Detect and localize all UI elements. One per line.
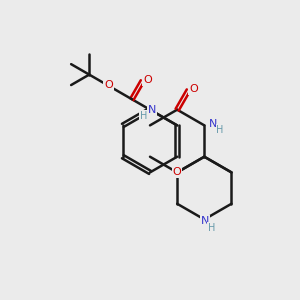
Text: N: N <box>208 119 217 129</box>
Text: H: H <box>216 125 224 135</box>
Text: O: O <box>104 80 113 90</box>
Text: N: N <box>201 216 209 226</box>
Text: H: H <box>140 111 148 121</box>
Text: H: H <box>208 223 215 233</box>
Text: O: O <box>143 75 152 85</box>
Text: O: O <box>173 167 182 177</box>
Text: O: O <box>189 84 198 94</box>
Text: N: N <box>148 105 156 115</box>
